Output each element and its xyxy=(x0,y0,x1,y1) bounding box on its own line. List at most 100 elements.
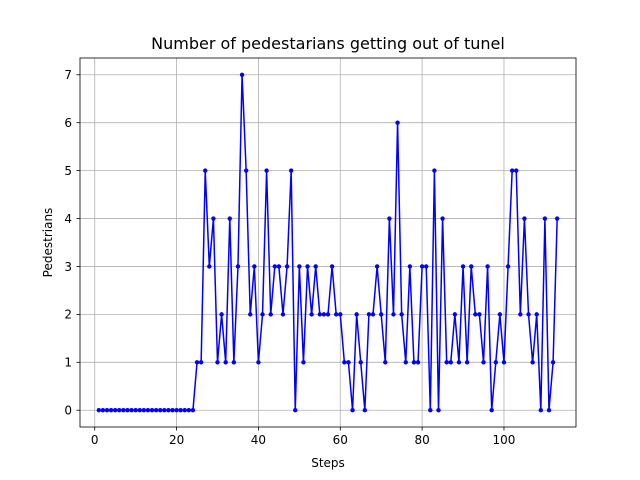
data-point xyxy=(419,264,425,269)
data-point xyxy=(477,312,482,317)
y-axis-label: Pedestrians xyxy=(41,208,55,278)
data-point xyxy=(489,408,494,413)
data-point xyxy=(399,312,404,317)
plot-area-frame xyxy=(79,57,577,428)
data-point xyxy=(268,312,273,317)
data-point xyxy=(538,408,544,413)
data-point xyxy=(223,360,228,365)
data-point xyxy=(149,408,155,413)
data-point xyxy=(383,360,388,365)
data-point xyxy=(534,312,539,317)
data-point xyxy=(493,360,498,365)
data-point xyxy=(104,408,110,413)
data-point xyxy=(272,264,277,269)
data-point xyxy=(317,312,323,317)
data-point xyxy=(436,408,441,413)
data-point xyxy=(100,408,106,413)
data-point xyxy=(321,312,327,317)
data-point xyxy=(260,312,265,317)
data-point xyxy=(350,408,355,413)
data-point xyxy=(162,408,167,413)
data-point xyxy=(129,408,134,413)
data-point xyxy=(456,360,462,365)
series-line xyxy=(96,72,560,413)
data-point xyxy=(276,264,282,269)
data-point xyxy=(505,264,511,269)
data-point xyxy=(248,312,253,317)
data-point xyxy=(280,312,286,317)
data-point xyxy=(117,408,122,413)
data-point xyxy=(403,360,408,365)
data-point xyxy=(333,312,339,317)
data-point xyxy=(432,168,437,173)
data-point xyxy=(190,408,196,413)
data-point xyxy=(391,312,396,317)
data-point xyxy=(526,312,531,317)
data-point xyxy=(362,408,368,413)
data-point xyxy=(227,216,232,221)
data-point xyxy=(141,408,147,413)
data-point xyxy=(219,312,224,317)
data-point xyxy=(203,168,208,173)
data-point xyxy=(407,264,413,269)
data-point xyxy=(522,216,527,221)
data-point xyxy=(121,408,126,413)
data-point xyxy=(170,408,175,413)
y-tick-label: 3 xyxy=(64,260,72,274)
data-point xyxy=(137,408,142,413)
x-tick-label: 100 xyxy=(493,433,516,447)
data-point xyxy=(518,312,523,317)
data-point xyxy=(481,360,486,365)
y-tick-label: 5 xyxy=(64,164,72,178)
data-point xyxy=(153,408,159,413)
data-point xyxy=(158,408,163,413)
gridlines xyxy=(80,58,576,427)
data-point xyxy=(542,216,548,221)
data-point xyxy=(186,408,192,413)
data-point xyxy=(174,408,179,413)
data-point xyxy=(256,360,261,365)
data-point xyxy=(178,408,183,413)
x-tick-label: 60 xyxy=(333,433,348,447)
y-tick-label: 4 xyxy=(64,212,72,226)
data-point xyxy=(301,360,306,365)
data-point xyxy=(329,264,335,269)
data-point xyxy=(415,360,421,365)
data-point xyxy=(440,216,445,221)
data-point xyxy=(387,216,392,221)
data-point xyxy=(231,360,237,365)
data-point xyxy=(108,408,114,413)
data-point xyxy=(530,360,535,365)
data-point xyxy=(444,360,449,365)
data-point xyxy=(485,264,490,269)
data-point xyxy=(293,408,298,413)
x-tick-label: 40 xyxy=(251,433,266,447)
data-point xyxy=(514,168,519,173)
y-tick-label: 0 xyxy=(64,404,72,418)
data-point xyxy=(112,408,118,413)
data-point xyxy=(424,264,429,269)
data-point xyxy=(354,312,359,317)
chart-title: Number of pedestarians getting out of tu… xyxy=(151,34,505,53)
data-point xyxy=(546,408,552,413)
data-point xyxy=(309,312,314,317)
data-point xyxy=(125,408,130,413)
data-point xyxy=(464,360,470,365)
data-point xyxy=(133,408,138,413)
data-point xyxy=(211,216,216,221)
data-point xyxy=(198,360,204,365)
data-point xyxy=(452,312,458,317)
data-point xyxy=(288,168,294,173)
data-point xyxy=(379,312,384,317)
data-point xyxy=(182,408,187,413)
data-point xyxy=(460,264,466,269)
data-point xyxy=(235,264,241,269)
data-point xyxy=(497,312,503,317)
data-point xyxy=(346,360,351,365)
data-point xyxy=(96,408,102,413)
data-point xyxy=(215,360,220,365)
x-tick-label: 20 xyxy=(169,433,184,447)
data-point xyxy=(252,264,257,269)
data-point xyxy=(305,264,310,269)
